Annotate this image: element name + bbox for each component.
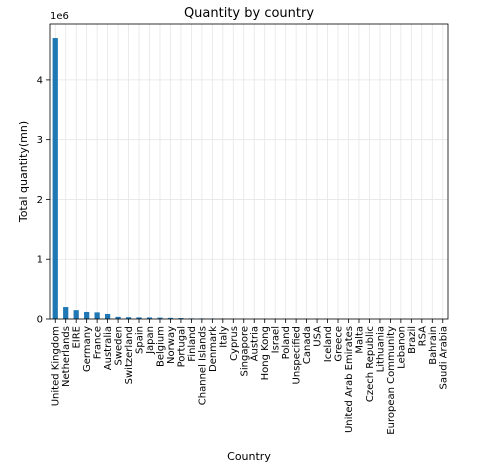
x-tick-label: Greece	[334, 326, 345, 362]
bar	[125, 317, 132, 319]
y-tick-label: 3	[37, 135, 43, 146]
x-tick-label: France	[93, 326, 104, 359]
bar	[84, 311, 90, 319]
x-tick-label: Channel Islands	[197, 326, 208, 405]
x-tick-label: Cyprus	[229, 326, 240, 361]
x-tick-label: Singapore	[239, 326, 250, 376]
x-tick-label: Belgium	[155, 326, 166, 367]
bar	[73, 310, 79, 319]
x-tick-label: Hong Kong	[260, 326, 271, 380]
gridlines	[50, 24, 448, 320]
x-tick-label: Finland	[187, 326, 198, 362]
bar	[94, 312, 100, 319]
x-tick-label: Netherlands	[61, 326, 72, 387]
x-tick-label: United Arab Emirates	[344, 326, 355, 433]
x-tick-label: United Kingdom	[51, 326, 62, 406]
x-tick-label: Unspecified	[292, 326, 303, 384]
x-tick-label: Australia	[103, 326, 114, 370]
x-axis-label: Country	[227, 450, 271, 463]
x-tick-label: Czech Republic	[365, 326, 376, 402]
x-tick-label: European Community	[386, 326, 397, 435]
y-axis-label: Total quantity(mn)	[17, 121, 30, 223]
x-tick-label: Sweden	[114, 326, 125, 366]
x-axis: United Kingdom Netherlands EIRE Germany Fran…	[51, 319, 449, 435]
x-tick-label: Portugal	[176, 326, 187, 367]
x-tick-label: Bahrain	[428, 326, 439, 365]
bar	[178, 318, 184, 319]
x-tick-label: Malta	[354, 326, 365, 354]
bar	[104, 313, 111, 319]
bar	[167, 317, 174, 319]
bar	[157, 317, 163, 319]
x-tick-label: Denmark	[208, 326, 219, 372]
x-tick-label: Italy	[218, 326, 229, 348]
bar	[136, 317, 142, 319]
x-tick-label: Poland	[281, 326, 292, 359]
x-tick-label: Lebanon	[396, 326, 407, 369]
x-tick-label: Austria	[250, 326, 261, 361]
x-tick-label: RSA	[417, 326, 428, 346]
plot-frame	[49, 23, 449, 320]
x-tick-label: Switzerland	[124, 326, 135, 384]
x-tick-label: Saudi Arabia	[438, 326, 449, 389]
bar	[52, 38, 58, 320]
x-tick-label: Lithuania	[375, 326, 386, 372]
bar	[146, 317, 153, 319]
x-tick-label: Israel	[271, 326, 282, 353]
x-tick-label: Iceland	[323, 326, 334, 362]
x-tick-label: Brazil	[407, 326, 418, 354]
x-tick-label: Germany	[82, 326, 93, 372]
y-tick-label: 2	[37, 195, 43, 206]
y-tick-label: 0	[37, 315, 43, 326]
y-tick-label: 1	[37, 255, 43, 266]
x-tick-label: Spain	[135, 326, 146, 354]
x-tick-label: Japan	[145, 326, 156, 355]
bar	[63, 307, 69, 319]
y-axis: 0 1 2 3 4	[37, 75, 50, 326]
chart-title: Quantity by country	[184, 6, 314, 21]
x-tick-label: Norway	[166, 326, 177, 364]
x-tick-label: EIRE	[72, 326, 83, 349]
bar	[115, 316, 121, 319]
x-tick-label: Canada	[302, 326, 313, 364]
y-tick-label: 4	[37, 75, 43, 86]
y-offset-text: 1e6	[50, 11, 69, 22]
x-tick-label: USA	[313, 326, 324, 347]
